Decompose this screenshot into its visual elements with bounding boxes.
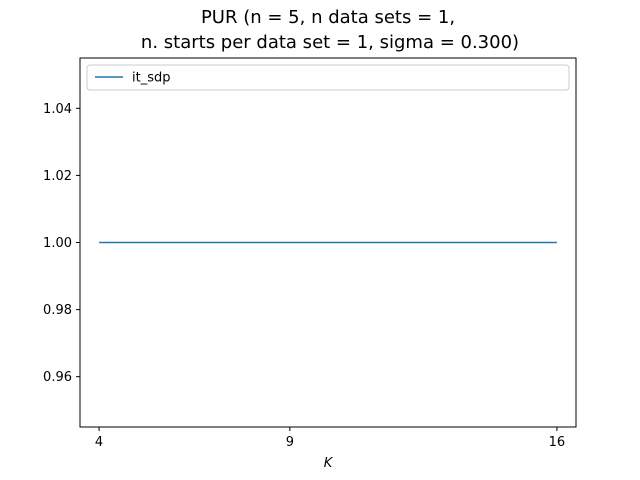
- legend-box: [86, 64, 570, 91]
- x-tick-label: 9: [286, 435, 294, 450]
- chart-title-line-1: PUR (n = 5, n data sets = 1,: [201, 7, 455, 28]
- legend-label: it_sdp: [132, 71, 171, 86]
- y-tick-label: 0.98: [43, 303, 72, 318]
- x-tick-label: 16: [549, 435, 566, 450]
- x-axis-label: K: [324, 456, 334, 471]
- y-axis-ticks: 0.96 0.98 1.00 1.02 1.04: [43, 102, 80, 385]
- x-axis-ticks: 4 9 16: [95, 427, 565, 450]
- y-tick-label: 1.02: [43, 169, 72, 184]
- y-tick-label: 1.00: [43, 236, 72, 251]
- legend: it_sdp: [86, 64, 570, 91]
- x-tick-label: 4: [95, 435, 103, 450]
- chart-title-line-2: n. starts per data set = 1, sigma = 0.30…: [141, 32, 519, 53]
- chart-title: PUR (n = 5, n data sets = 1, n. starts p…: [141, 7, 519, 53]
- y-tick-label: 0.96: [43, 370, 72, 385]
- y-tick-label: 1.04: [43, 102, 72, 117]
